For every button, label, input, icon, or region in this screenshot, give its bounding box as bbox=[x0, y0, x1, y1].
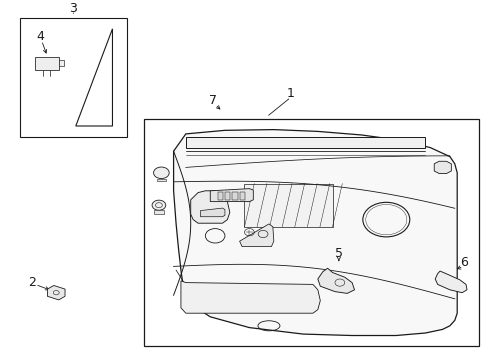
Polygon shape bbox=[200, 208, 224, 217]
Bar bbox=[144, 119, 478, 346]
Text: 4: 4 bbox=[36, 30, 44, 42]
Polygon shape bbox=[181, 281, 320, 313]
Circle shape bbox=[152, 200, 165, 210]
Bar bbox=[59, 60, 63, 66]
Text: 2: 2 bbox=[28, 276, 36, 289]
Bar bbox=[224, 192, 230, 200]
Polygon shape bbox=[434, 271, 466, 293]
Polygon shape bbox=[433, 161, 450, 174]
Bar bbox=[217, 192, 223, 200]
Polygon shape bbox=[210, 189, 253, 202]
Polygon shape bbox=[157, 179, 165, 181]
Circle shape bbox=[153, 167, 169, 179]
Text: 7: 7 bbox=[208, 94, 216, 107]
Polygon shape bbox=[317, 268, 354, 293]
Polygon shape bbox=[153, 210, 164, 214]
Polygon shape bbox=[173, 130, 456, 336]
Text: 1: 1 bbox=[286, 87, 294, 100]
Text: 3: 3 bbox=[69, 3, 77, 15]
Bar bbox=[232, 192, 237, 200]
Bar bbox=[20, 18, 127, 137]
Text: 5: 5 bbox=[334, 247, 342, 260]
Bar bbox=[35, 57, 59, 70]
Polygon shape bbox=[190, 191, 229, 223]
Polygon shape bbox=[185, 137, 425, 148]
Polygon shape bbox=[47, 285, 65, 300]
Bar bbox=[239, 192, 244, 200]
Polygon shape bbox=[244, 184, 332, 227]
Text: 6: 6 bbox=[460, 256, 468, 269]
Polygon shape bbox=[239, 224, 273, 247]
